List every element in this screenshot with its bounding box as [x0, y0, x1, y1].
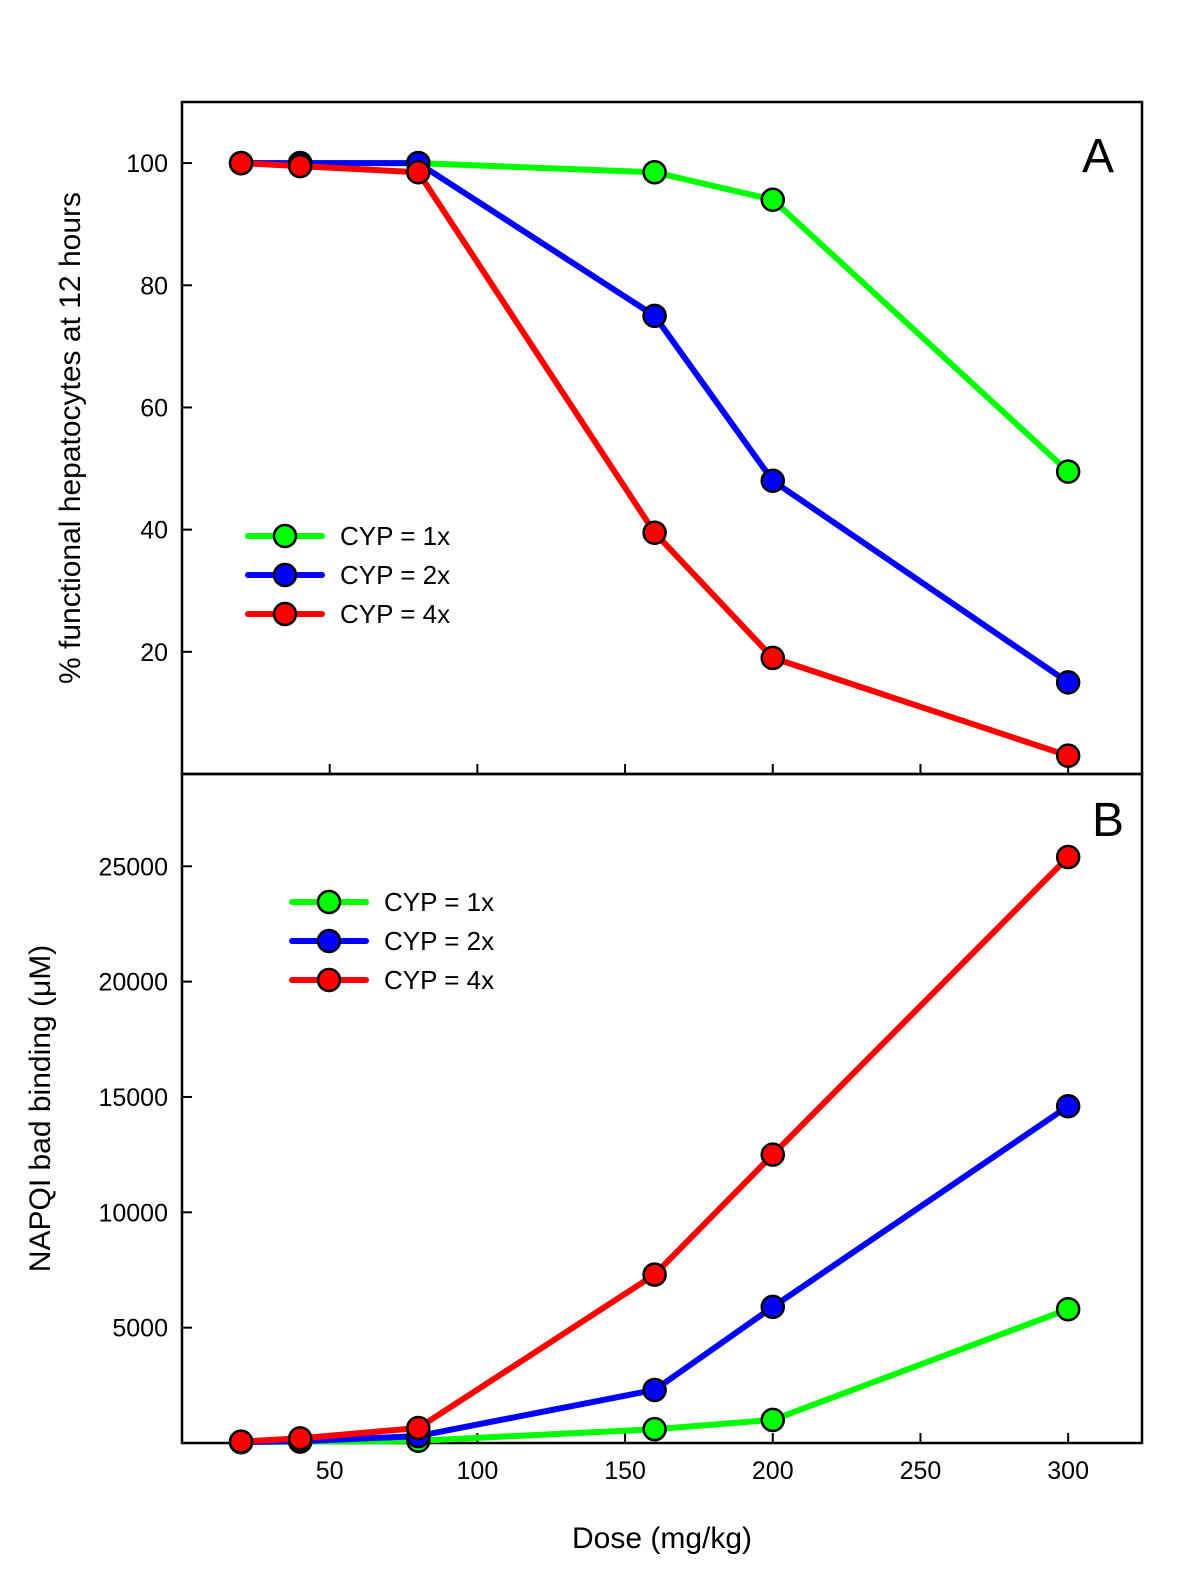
data-point-cyp-1x [1055, 1296, 1081, 1322]
data-point-cyp-4x [228, 150, 254, 176]
legend-label: CYP = 1x [384, 887, 494, 917]
data-point-cyp-4x [406, 1415, 431, 1441]
y-tick-label: 100 [126, 150, 168, 178]
y-tick-label: 40 [140, 517, 168, 545]
data-point-cyp-4x [760, 645, 786, 671]
data-point-cyp-2x [760, 1294, 786, 1320]
panel-letter: A [1082, 130, 1114, 183]
legend-label: CYP = 1x [340, 521, 450, 551]
x-axis-title: Dose (mg/kg) [572, 1522, 752, 1555]
data-point-cyp-2x [1055, 670, 1081, 695]
legend-marker [272, 562, 298, 588]
legend-label: CYP = 2x [340, 560, 450, 590]
series-line-cyp-4x [238, 160, 1072, 759]
legend-label: CYP = 4x [384, 965, 494, 995]
legend-label: CYP = 2x [384, 926, 494, 956]
panel-a: 20 40 60 80 100 % functional hepatocytes at 1… [54, 100, 1144, 776]
legend-label: CYP = 4x [340, 599, 450, 629]
legend-marker [316, 889, 342, 915]
data-point-cyp-1x [642, 160, 667, 185]
data-point-cyp-2x [642, 1377, 667, 1403]
x-tick-label: 100 [457, 1457, 499, 1485]
legend-marker [272, 601, 298, 627]
data-point-cyp-4x [1055, 743, 1081, 768]
data-point-cyp-4x [1055, 844, 1081, 870]
data-point-cyp-4x [287, 1426, 313, 1451]
x-tick-label: 200 [752, 1457, 794, 1485]
panel-b: 50 100 150 200 250 300 5000 10000 15000 20000 2500… [24, 772, 1144, 1485]
y-tick-label: 80 [140, 272, 168, 300]
x-tick-label: 300 [1047, 1457, 1089, 1485]
data-point-cyp-4x [287, 153, 313, 179]
data-point-cyp-4x [406, 160, 431, 185]
y-tick-label: 15000 [98, 1084, 168, 1112]
data-point-cyp-1x [1055, 459, 1081, 484]
plot-frame [180, 772, 1144, 1445]
y-tick-label: 20000 [98, 969, 168, 997]
y-tick-label: 25000 [98, 853, 168, 881]
y-tick-label: 60 [140, 394, 168, 422]
y-tick-label: 20 [140, 639, 168, 667]
y-tick-label: 5000 [112, 1315, 168, 1343]
data-point-cyp-4x [642, 1262, 667, 1287]
data-point-cyp-1x [760, 187, 786, 212]
y-axis-title: NAPQI bad binding (μM) [24, 945, 57, 1272]
y-tick-label: 10000 [98, 1199, 168, 1227]
legend-marker [316, 967, 342, 993]
data-point-cyp-4x [228, 1429, 254, 1454]
data-point-cyp-2x [642, 303, 667, 329]
plot-frame [180, 100, 1144, 776]
legend-marker [316, 928, 342, 954]
x-tick-label: 250 [900, 1457, 942, 1485]
data-point-cyp-1x [642, 1416, 667, 1442]
data-point-cyp-2x [1055, 1093, 1081, 1119]
legend-marker [272, 523, 298, 549]
x-tick-label: 50 [316, 1457, 344, 1485]
panel-letter: B [1092, 794, 1124, 847]
y-axis-title: % functional hepatocytes at 12 hours [54, 192, 87, 684]
x-tick-label: 150 [604, 1457, 646, 1485]
data-point-cyp-1x [760, 1407, 786, 1433]
data-point-cyp-2x [760, 468, 786, 494]
data-point-cyp-4x [642, 520, 667, 545]
data-point-cyp-4x [760, 1142, 786, 1167]
